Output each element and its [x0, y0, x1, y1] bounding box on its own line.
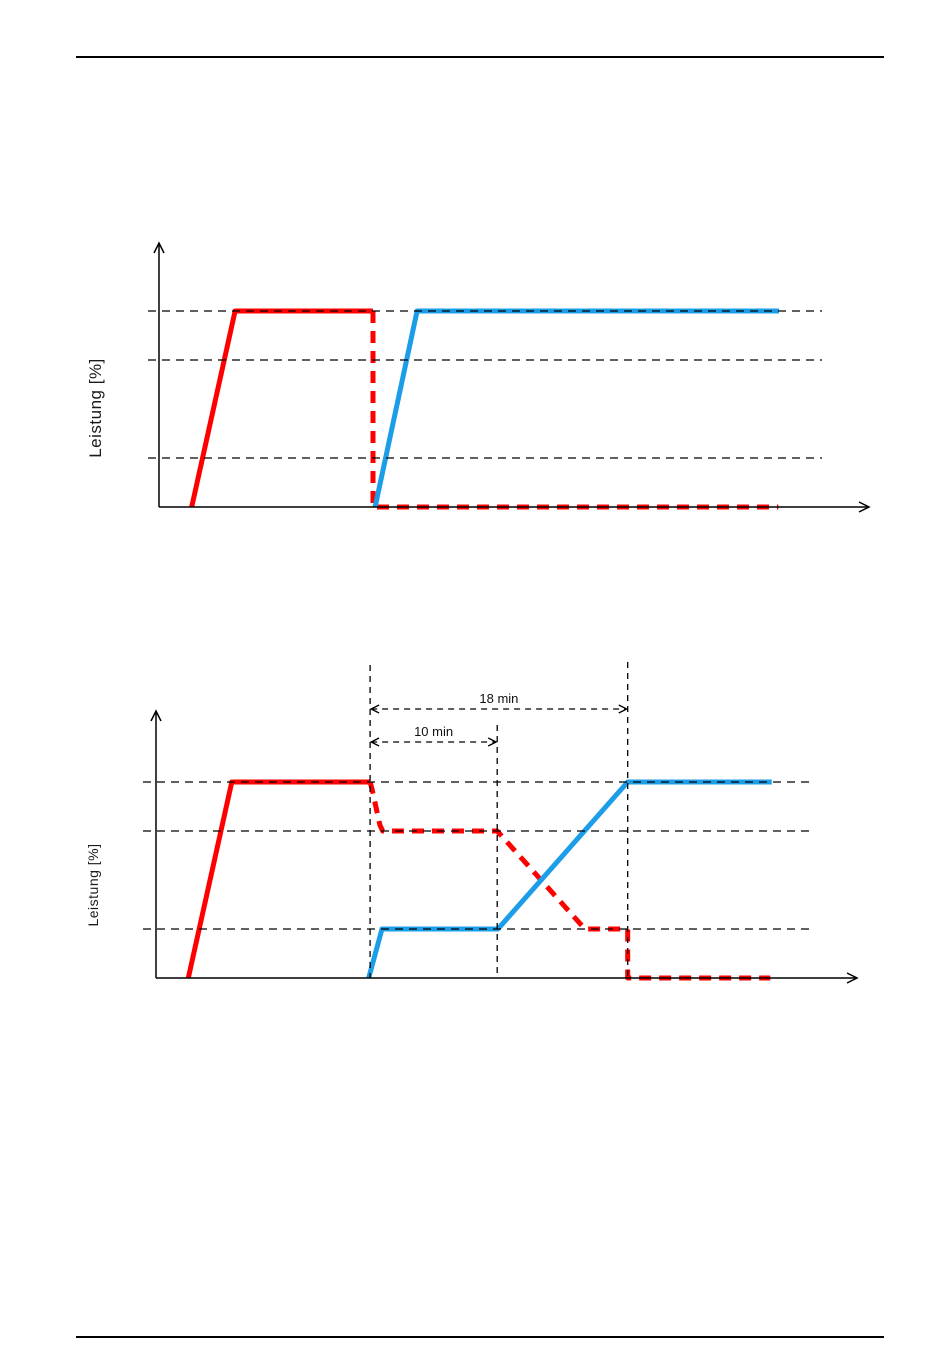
blue-line-ramp-and-plateau-path — [366, 779, 772, 979]
header-rule — [76, 56, 884, 58]
red-line-ramp-and-plateau-path — [185, 779, 371, 979]
footer-rule — [76, 1336, 884, 1338]
arrowhead-right-icon — [487, 737, 498, 747]
dimension-annotation: 18 min — [369, 691, 629, 714]
arrowhead-left-icon — [369, 704, 380, 714]
x-axis-arrow-icon — [846, 972, 859, 984]
red-dashed-rampdown-to-zero-path — [367, 781, 771, 981]
dimension-annotation: 10 min — [369, 724, 498, 747]
dimension-label: 18 min — [479, 691, 518, 706]
arrowhead-left-icon — [369, 737, 380, 747]
y-axis-arrow-icon — [153, 241, 165, 254]
dimension-label: 10 min — [414, 724, 453, 739]
x-axis-arrow-icon — [858, 501, 871, 513]
y-axis-arrow-icon — [150, 709, 162, 722]
arrowhead-right-icon — [618, 704, 629, 714]
